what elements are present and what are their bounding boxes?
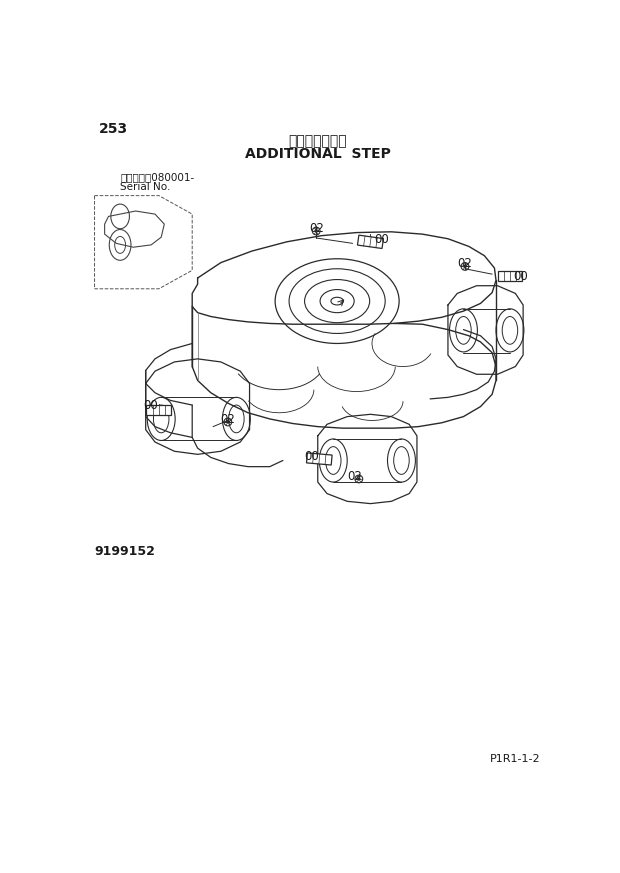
Bar <box>146 405 171 415</box>
Text: 00: 00 <box>374 232 389 245</box>
Bar <box>358 235 383 249</box>
Text: 適用号機　080001-: 適用号機 080001- <box>120 173 195 182</box>
Text: Serial No.: Serial No. <box>120 182 170 192</box>
Text: 02: 02 <box>309 222 324 235</box>
Text: 9199152: 9199152 <box>94 546 156 558</box>
Text: 00: 00 <box>513 270 528 283</box>
Circle shape <box>463 265 467 268</box>
Text: P1R1-1-2: P1R1-1-2 <box>490 754 541 764</box>
Text: ADDITIONAL  STEP: ADDITIONAL STEP <box>245 148 391 162</box>
Circle shape <box>226 420 229 423</box>
Text: 00: 00 <box>144 399 159 412</box>
Circle shape <box>314 230 318 233</box>
Text: 00: 00 <box>304 450 319 463</box>
Bar <box>497 271 522 281</box>
Text: 追加ステップ゚: 追加ステップ゚ <box>288 134 347 148</box>
Text: 02: 02 <box>221 413 235 426</box>
Circle shape <box>357 478 361 481</box>
Text: 02: 02 <box>348 470 362 483</box>
Text: 253: 253 <box>99 121 128 135</box>
Bar <box>306 453 332 465</box>
Text: 02: 02 <box>458 258 472 271</box>
